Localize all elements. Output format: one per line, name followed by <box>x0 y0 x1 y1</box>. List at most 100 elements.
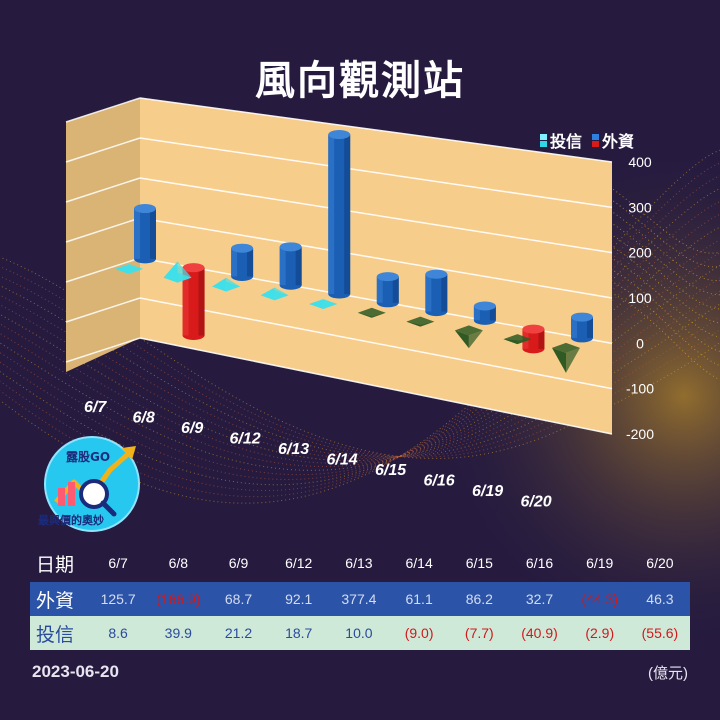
table-cell: (40.9) <box>521 625 558 641</box>
legend-item-foreign: 外資 <box>592 128 634 152</box>
table-cell: 8.6 <box>108 625 128 641</box>
table-cell: 125.7 <box>100 591 136 607</box>
x-tick-label: 6/14 <box>327 452 358 469</box>
table-cell: 6/7 <box>108 555 128 571</box>
foreign-bar-6/8 <box>182 263 205 340</box>
gridline-side <box>65 97 141 123</box>
x-tick-label: 6/8 <box>133 410 155 427</box>
legend-item-trust: 投信 <box>540 128 582 152</box>
legend-swatch-icon <box>592 133 600 147</box>
gridline <box>139 97 613 163</box>
trust-bar-6/7 <box>115 263 143 274</box>
x-axis-labels: 6/7 6/8 6/9 6/12 6/13 6/14 6/15 6/16 6/19 6/20 <box>84 399 552 511</box>
table-cell: (2.9) <box>585 625 615 641</box>
logo-slogan-text: 最與價的奧妙 <box>38 514 104 527</box>
table-cell: 86.2 <box>465 591 493 607</box>
trust-bar-6/12 <box>260 287 289 301</box>
gridline-side <box>65 337 141 363</box>
table-cell: 92.1 <box>285 591 313 607</box>
trust-bar-6/9 <box>212 277 241 292</box>
y-tick-label: -200 <box>626 426 654 442</box>
y-tick-label: 100 <box>628 290 652 306</box>
x-tick-label: 6/20 <box>521 494 552 511</box>
chart-trend-icon <box>54 446 136 517</box>
table-cell: (44.3) <box>581 591 619 607</box>
chart-back-wall <box>140 98 612 434</box>
logo-brand-text: 露股GO <box>66 450 111 464</box>
table-cell: 6/12 <box>285 555 313 571</box>
table-row-date: 日期 6/7 6/8 6/9 6/12 6/13 6/14 6/15 6/16 6/19 6/20 <box>30 546 690 580</box>
legend-swatch-icon <box>540 133 547 147</box>
gridline-side <box>65 257 141 283</box>
row-label-foreign: 外資 <box>36 590 75 612</box>
table-row-trust: 投信 8.6 39.9 21.2 18.7 10.0 (9.0) (7.7) (40.9) (2… <box>30 616 690 650</box>
table-cell: 6/14 <box>405 555 433 571</box>
y-tick-label: -100 <box>626 381 654 397</box>
bar-marks <box>115 130 593 373</box>
x-tick-label: 6/19 <box>472 483 503 500</box>
table-cell: 6/19 <box>586 555 614 571</box>
y-tick-label: 200 <box>628 245 652 261</box>
table-cell: 46.3 <box>646 591 674 607</box>
table-cell: (9.0) <box>404 625 434 641</box>
x-tick-label: 6/12 <box>230 431 261 448</box>
x-tick-label: 6/9 <box>181 420 203 437</box>
gridline-side <box>65 297 141 323</box>
row-label-date: 日期 <box>36 554 75 576</box>
trust-bar-6/8 <box>163 261 192 283</box>
table-cell: (166.9) <box>156 591 201 607</box>
table-cell: 6/20 <box>646 555 674 571</box>
gridline <box>139 217 613 299</box>
foreign-bar-6/13 <box>328 130 351 299</box>
table-cell: 377.4 <box>341 591 377 607</box>
y-tick-label: 0 <box>636 335 644 351</box>
gridline-side <box>65 177 141 203</box>
logo: 露股GO 最與價的奧妙 <box>36 436 148 536</box>
data-table: 日期 6/7 6/8 6/9 6/12 6/13 6/14 6/15 6/16 6/19 6/20… <box>30 546 690 650</box>
footer-date: 2023-06-20 <box>32 662 119 681</box>
foreign-bar-6/14 <box>376 272 399 308</box>
page-title: 風向觀測站 <box>255 58 465 104</box>
foreign-bar-6/9 <box>231 243 254 281</box>
foreign-bar-6/15 <box>425 269 448 317</box>
table-cell: 6/8 <box>168 555 189 571</box>
table-cell: 32.7 <box>525 591 554 607</box>
foreign-bar-6/20 <box>571 312 593 343</box>
trust-bar-6/20 <box>552 342 580 373</box>
legend-label-trust: 投信 <box>550 132 583 151</box>
table-cell: 6/9 <box>228 555 249 571</box>
gridline <box>139 137 613 209</box>
trust-bar-6/16 <box>454 325 483 349</box>
table-cell: 18.7 <box>285 625 313 641</box>
table-cell: 6/15 <box>465 555 493 571</box>
table-cell: 61.1 <box>405 591 433 607</box>
gridlines <box>65 97 613 435</box>
unit-label: (億元) <box>648 665 688 682</box>
gridline-side <box>65 217 141 243</box>
foreign-bar-6/16 <box>473 301 496 325</box>
table-cell: 21.2 <box>224 625 253 641</box>
table-cell: (7.7) <box>464 625 494 641</box>
trust-bar-6/19 <box>503 334 532 345</box>
y-tick-label: 400 <box>628 154 652 170</box>
table-cell: 10.0 <box>345 625 373 641</box>
y-axis-labels: 400 300 200 100 0 -100 -200 <box>626 154 654 442</box>
legend: 投信 外資 <box>540 128 634 152</box>
row-label-trust: 投信 <box>36 624 75 646</box>
x-tick-label: 6/16 <box>424 473 455 490</box>
trust-bar-6/14 <box>357 307 386 318</box>
table-cell: 6/13 <box>345 555 373 571</box>
chart-side-wall <box>66 98 140 372</box>
table-cell: 68.7 <box>224 591 253 607</box>
table-cell: 6/16 <box>525 555 554 571</box>
foreign-bar-6/12 <box>279 242 302 290</box>
y-tick-label: 300 <box>628 199 652 215</box>
legend-label-foreign: 外資 <box>602 132 635 151</box>
gridline <box>139 297 613 390</box>
x-tick-label: 6/13 <box>278 441 309 458</box>
gridline <box>139 177 613 254</box>
foreign-bar-6/7 <box>134 204 156 264</box>
gridline-side <box>65 137 141 163</box>
x-tick-label: 6/15 <box>375 462 407 479</box>
